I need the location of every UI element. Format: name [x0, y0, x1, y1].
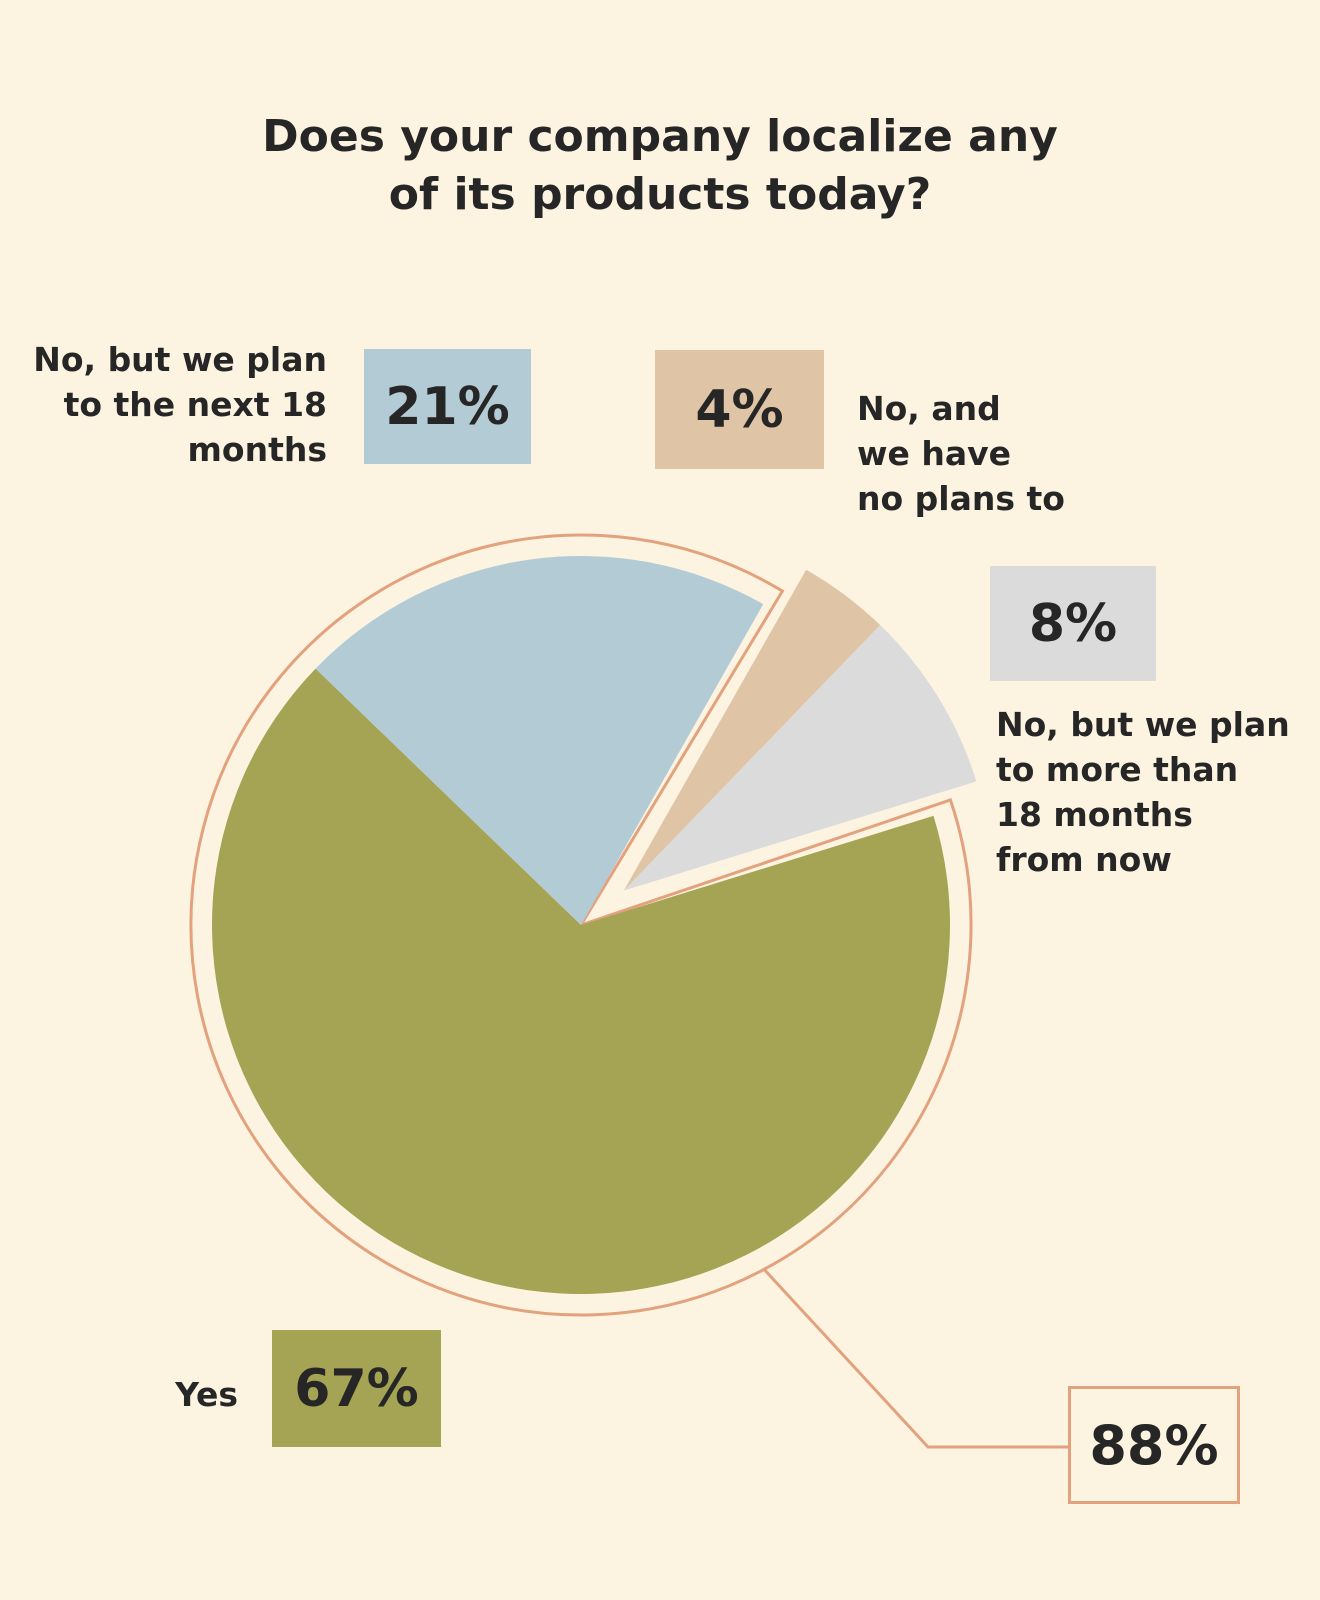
slice-label-plan-18: No, but we plan to the next 18 months	[20, 337, 327, 472]
value-box-plan-18: 21%	[364, 349, 531, 464]
chart-title: Does your company localize any of its pr…	[0, 108, 1320, 224]
pie-slice	[623, 569, 881, 891]
slice-label-plan-more: No, but we plan to more than 18 months f…	[996, 702, 1316, 882]
leader-line	[762, 1268, 1068, 1449]
slice-label-line: No, but we plan	[33, 340, 327, 379]
slice-label-line: months	[187, 430, 327, 469]
pie-slice	[315, 556, 764, 925]
value-label: 21%	[385, 376, 510, 437]
slice-label-line: No, and	[857, 389, 1001, 428]
slice-label-line: No, but we plan	[996, 705, 1290, 744]
chart-title-line-2: of its products today?	[388, 169, 932, 220]
slice-label-line: from now	[996, 840, 1172, 879]
slice-label-line: we have	[857, 434, 1012, 473]
slice-label-line: to the next 18	[63, 385, 327, 424]
slice-label-line: Yes	[175, 1375, 238, 1414]
value-label: 67%	[294, 1358, 419, 1419]
slice-label-no-plans: No, and we have no plans to	[857, 386, 1117, 521]
slice-label-line: no plans to	[857, 479, 1065, 518]
chart-title-line-1: Does your company localize any	[262, 111, 1058, 162]
combined-value-box: 88%	[1068, 1386, 1240, 1504]
value-box-no-plans: 4%	[655, 350, 824, 469]
value-box-yes: 67%	[272, 1330, 441, 1447]
slice-label-line: to more than	[996, 750, 1239, 789]
pie-slice	[623, 625, 977, 891]
value-box-plan-more: 8%	[990, 566, 1156, 681]
pie-slice	[212, 668, 951, 1294]
value-label: 4%	[695, 379, 784, 440]
value-label: 8%	[1028, 593, 1118, 654]
slice-label-line: 18 months	[996, 795, 1193, 834]
slice-label-yes: Yes	[120, 1372, 238, 1417]
combined-value-label: 88%	[1089, 1413, 1219, 1477]
group-outline	[189, 533, 973, 1317]
